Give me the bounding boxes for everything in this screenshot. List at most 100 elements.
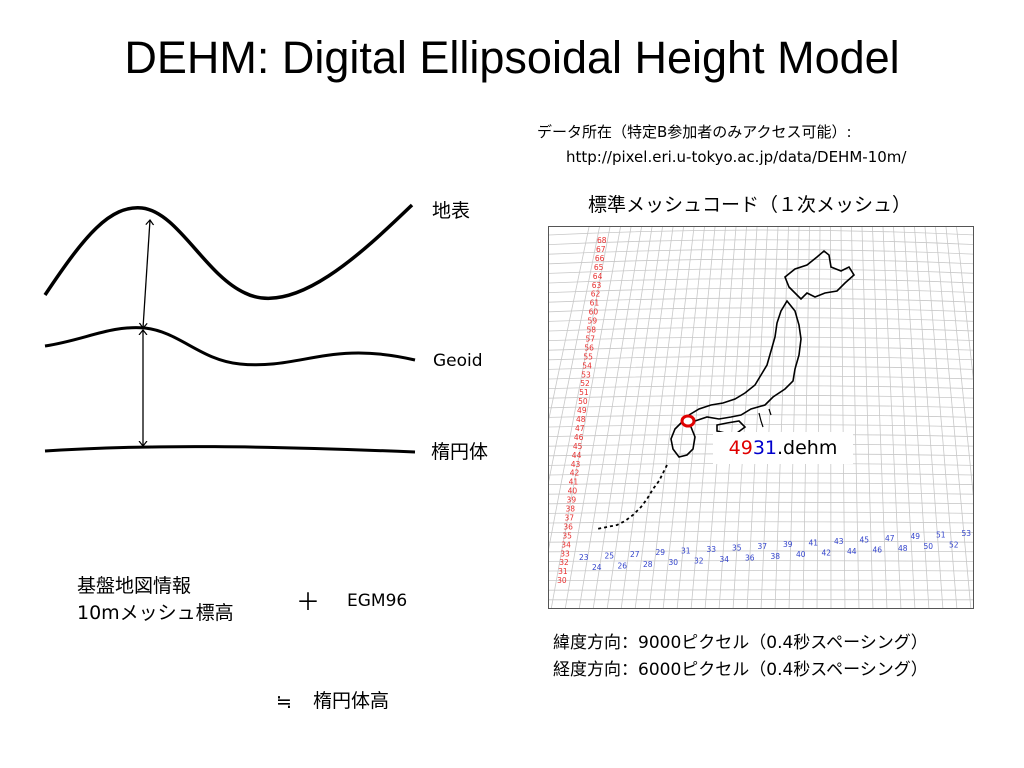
- lon-code-label: 47: [885, 534, 895, 543]
- grid-lat-line: [549, 346, 973, 351]
- lat-code-label: 64: [593, 272, 603, 281]
- lat-code-label: 39: [567, 496, 577, 505]
- lat-code-label: 56: [584, 343, 594, 352]
- lat-code-label: 32: [559, 558, 569, 567]
- lat-code-label: 66: [595, 254, 605, 263]
- lon-code-label: 49: [911, 532, 921, 541]
- tile-filename-label: 4931.dehm: [713, 432, 853, 464]
- lat-code-label: 50: [578, 397, 588, 406]
- lon-code-label: 40: [796, 550, 806, 559]
- grid-lat-line: [549, 394, 973, 399]
- grid-lat-line: [549, 560, 973, 562]
- lon-code-label: 41: [809, 539, 819, 548]
- lat-code-label: 53: [581, 370, 591, 379]
- lon-code-label: 37: [758, 542, 768, 551]
- grid-lat-line: [549, 385, 973, 389]
- grid-lat-line: [549, 414, 973, 418]
- lon-code-label: 52: [949, 541, 959, 550]
- grid-lon-line: [935, 227, 972, 608]
- lat-code-label: 54: [582, 361, 592, 370]
- grid-lon-line: [872, 227, 888, 608]
- grid-lat-line: [549, 482, 973, 485]
- grid-lat-line: [549, 424, 973, 428]
- grid-lat-line: [549, 307, 973, 313]
- lon-code-label: 24: [592, 563, 602, 572]
- lon-code-label: 38: [771, 552, 781, 561]
- grid-lat-line: [549, 550, 973, 553]
- grid-lon-line: [578, 227, 642, 608]
- lon-code-label: 33: [707, 545, 717, 554]
- grid-lat-line: [549, 472, 973, 476]
- lon-code-label: 32: [694, 557, 704, 566]
- ellipsoid-height-label: 楕円体高: [313, 690, 390, 712]
- lat-code-label: 60: [589, 308, 599, 317]
- tile-code-lon: 31: [752, 437, 778, 459]
- grid-lon-line: [816, 227, 821, 608]
- lat-code-label: 43: [571, 460, 581, 469]
- lat-code-label: 51: [579, 388, 589, 397]
- mesh-map: 68 67 66 65 64 63 62 61 60 59 58 57 56 55 54 53 52 51 50 49…: [548, 226, 974, 609]
- longitude-codes: 23 25 27 29 31 33 35 37 39 41 43 45 47 49 51 53 24 26 28 30…: [579, 529, 971, 572]
- mesh-map-canvas: 6867666564636261605958575655545352515049…: [549, 227, 973, 608]
- lat-code-label: 45: [573, 442, 583, 451]
- grid-lon-line: [690, 227, 726, 608]
- shikoku-outline: [716, 420, 747, 434]
- grid-lat-line: [549, 249, 973, 255]
- grid-lon-line: [606, 227, 663, 608]
- lon-code-label: 30: [669, 558, 679, 567]
- lon-code-label: 34: [720, 555, 730, 564]
- grid-lat-line: [549, 492, 973, 495]
- japan-outline: [596, 249, 856, 530]
- grid-lon-line: [840, 227, 846, 608]
- grid-lon-line: [549, 227, 600, 482]
- grid-lon-line: [861, 227, 874, 608]
- grid-lon-line: [903, 227, 930, 608]
- egm96-label: EGM96: [347, 591, 408, 611]
- data-url-link[interactable]: http://pixel.eri.u-tokyo.ac.jp/data/DEHM…: [566, 148, 907, 166]
- grid-lat-line: [549, 501, 973, 505]
- mesh-elevation-label: 10mメッシュ標高: [77, 602, 234, 624]
- lat-code-label: 57: [585, 334, 595, 343]
- grid-lon-line: [592, 227, 653, 608]
- grid-lon-line: [564, 227, 632, 608]
- lat-code-label: 65: [594, 263, 604, 272]
- grid-lon-line: [914, 227, 944, 608]
- grid-lon-line: [893, 227, 916, 608]
- latitude-codes: 6867666564636261605958575655545352515049…: [557, 236, 607, 585]
- lat-code-label: 59: [588, 317, 598, 326]
- grid-lon-line: [924, 227, 958, 608]
- grid-lon-line: [549, 227, 590, 421]
- grid-lon-line: [882, 227, 902, 608]
- grid-lon-line: [732, 227, 758, 608]
- lat-code-label: 33: [560, 549, 570, 558]
- kyushu-outline: [670, 417, 696, 458]
- lat-code-label: 44: [572, 451, 582, 460]
- grid-lat-line: [549, 356, 973, 361]
- approx-sign: ≒: [276, 691, 292, 713]
- grid-lat-line: [549, 375, 973, 380]
- lat-code-label: 63: [592, 281, 602, 290]
- lon-code-label: 42: [822, 549, 832, 558]
- lat-code-label: 34: [561, 540, 571, 549]
- grid-lon-line: [945, 227, 973, 497]
- lat-code-label: 47: [575, 424, 585, 433]
- mesh-code-heading: 標準メッシュコード（１次メッシュ）: [588, 194, 912, 216]
- ryukyu-islands: [596, 464, 668, 530]
- lon-code-label: 48: [898, 544, 908, 553]
- lat-code-label: 41: [569, 478, 579, 487]
- lon-code-label: 43: [834, 537, 844, 546]
- lon-code-label: 27: [630, 550, 640, 559]
- surface-curve: [43, 203, 414, 301]
- grid-lat-line: [549, 511, 973, 514]
- grid-lat-line: [549, 229, 973, 236]
- grid-lon-line: [788, 227, 800, 608]
- grid-lon-line: [550, 227, 621, 608]
- mesh-grid: [549, 227, 973, 608]
- tile-marker: [680, 414, 696, 428]
- plus-sign: ＋: [296, 588, 320, 616]
- lat-code-label: 61: [590, 299, 600, 308]
- grid-lon-line: [676, 227, 716, 608]
- lon-code-label: 45: [860, 535, 870, 544]
- lat-code-label: 35: [562, 531, 572, 540]
- lat-code-label: 48: [576, 415, 586, 424]
